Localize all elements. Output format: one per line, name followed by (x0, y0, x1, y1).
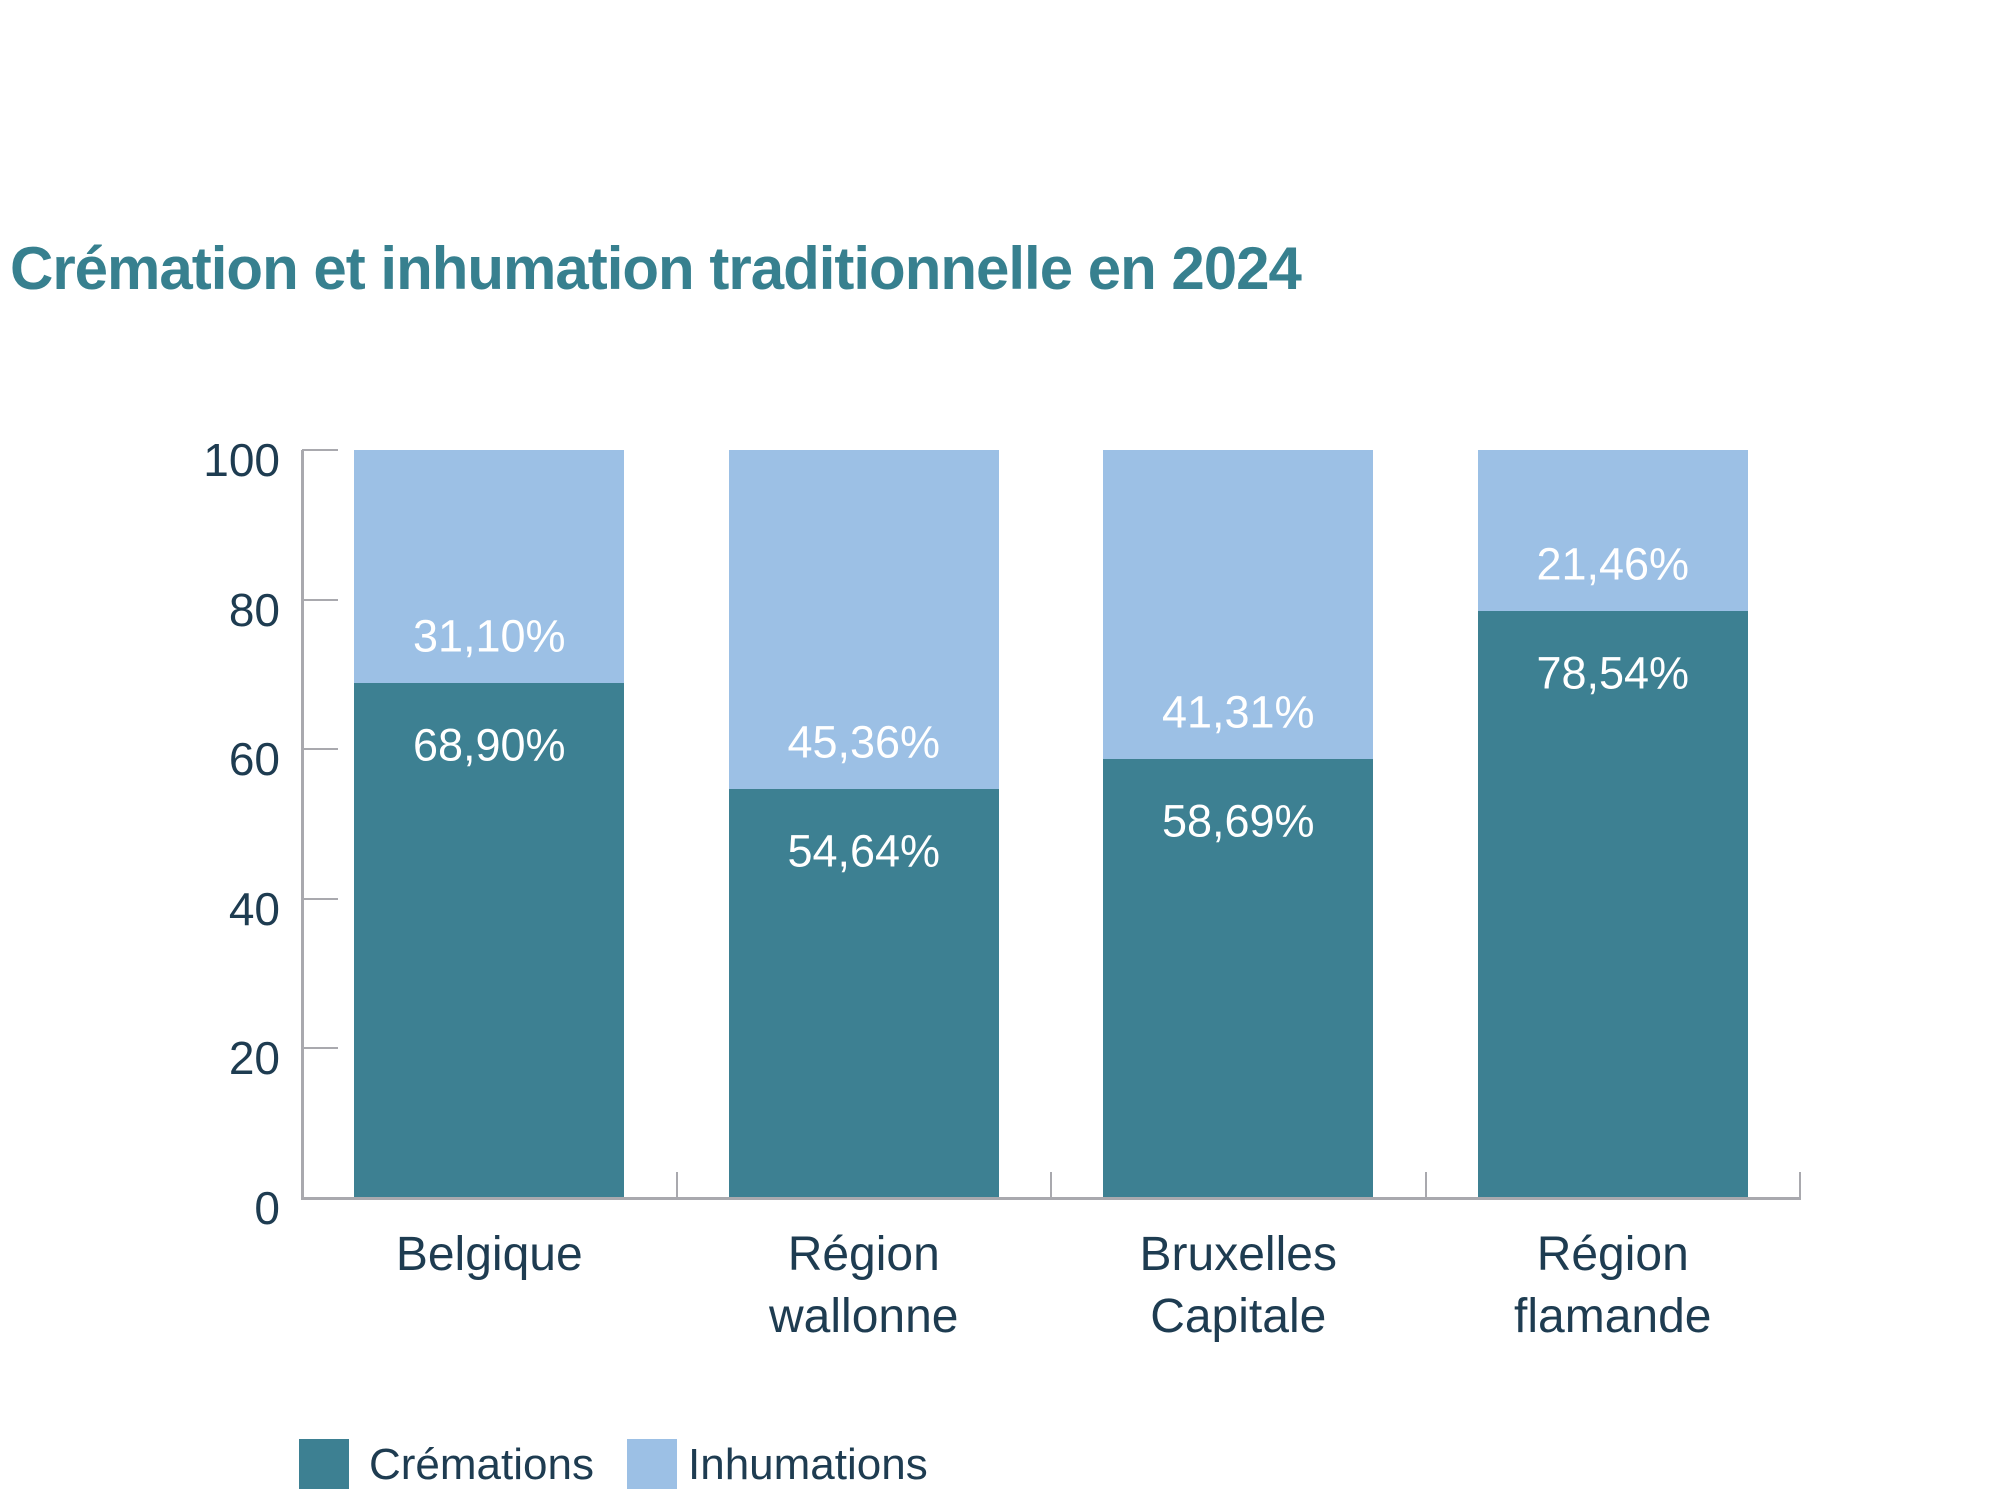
y-tick (302, 897, 338, 900)
y-tick-label: 40 (228, 882, 280, 935)
y-tick (302, 449, 338, 451)
category-label-line: Région (787, 1228, 940, 1281)
category-label-line: Bruxelles (1139, 1228, 1337, 1281)
x-tick (1799, 1172, 1801, 1198)
category-label: Bruxelles Capitale (1051, 1224, 1426, 1348)
data-label-inhumations: 45,36% (787, 716, 941, 768)
data-label-inhumations: 31,10% (412, 610, 566, 662)
chart-title: Crémation et inhumation traditionnelle e… (10, 235, 1302, 302)
data-label-inhumations: 21,46% (1536, 538, 1690, 590)
y-tick (302, 1047, 338, 1050)
category-label-line: Région (1536, 1228, 1689, 1281)
legend-label-cremations: Crémations (369, 1440, 594, 1489)
y-tick-label: 20 (228, 1032, 280, 1085)
data-label-cremations: 54,64% (787, 825, 941, 877)
bar-segment-cremations (728, 789, 999, 1198)
y-tick-label: 80 (228, 583, 280, 636)
data-label-inhumations: 41,31% (1161, 686, 1315, 738)
category-label-line: wallonne (769, 1290, 959, 1343)
x-axis-line (301, 1197, 1801, 1200)
category-label-line: flamande (1514, 1290, 1712, 1343)
bar-segment-inhumations (1477, 450, 1748, 611)
data-label-cremations: 68,90% (412, 719, 566, 771)
category-label-line: Belgique (395, 1228, 583, 1281)
y-axis-line (301, 450, 304, 1200)
x-tick (1424, 1172, 1427, 1198)
category-label: Région flamande (1426, 1224, 1801, 1348)
legend-swatch-cremations (299, 1439, 349, 1489)
y-tick-label: 100 (203, 434, 280, 486)
legend-swatch-inhumations (627, 1439, 677, 1489)
x-tick (675, 1172, 678, 1198)
category-label-line: Capitale (1150, 1290, 1327, 1343)
y-tick (302, 748, 338, 751)
bar-segment-cremations (1477, 610, 1748, 1198)
bar-segment-cremations (354, 682, 625, 1198)
data-label-cremations: 58,69% (1161, 795, 1315, 847)
y-tick (302, 598, 338, 601)
bar-segment-cremations (1103, 758, 1374, 1198)
y-tick-label: 60 (228, 733, 280, 786)
legend-label-inhumations: Inhumations (688, 1440, 928, 1489)
legend: Crémations Inhumations (0, 1439, 2000, 1489)
bar-segment-inhumations (728, 450, 999, 790)
x-tick (1050, 1172, 1052, 1198)
bar-segment-inhumations (1103, 450, 1374, 759)
category-label: Belgique (302, 1224, 677, 1286)
y-tick-label: 0 (254, 1182, 280, 1234)
data-label-cremations: 78,54% (1536, 647, 1690, 699)
bar-segment-inhumations (354, 450, 625, 683)
y-tick (302, 1197, 338, 1199)
category-label: Région wallonne (677, 1224, 1052, 1348)
